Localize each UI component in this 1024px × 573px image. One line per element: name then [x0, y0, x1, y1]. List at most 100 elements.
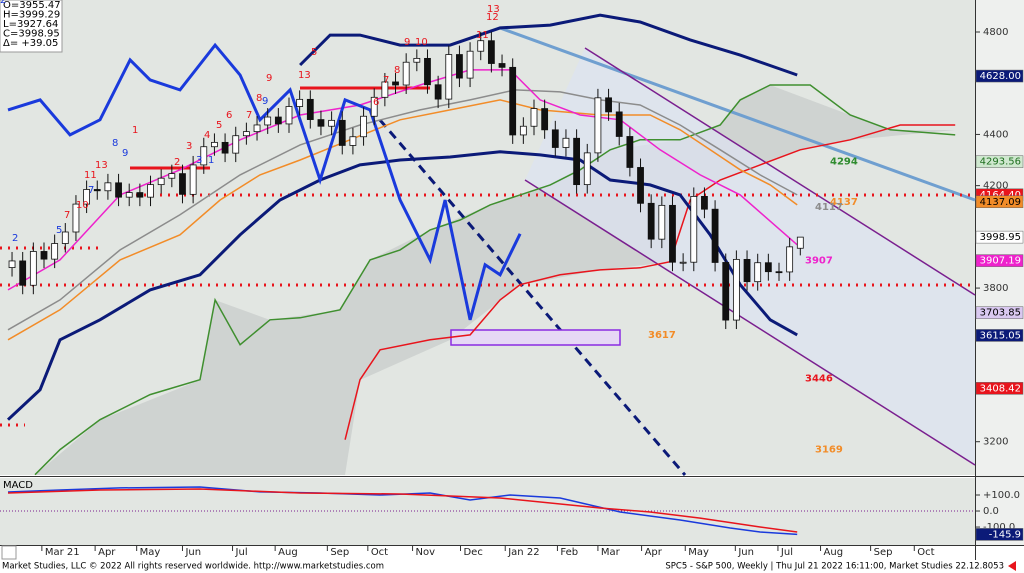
- candle-body: [264, 116, 272, 126]
- candle-body: [626, 136, 634, 168]
- candle-body: [434, 84, 442, 100]
- ohlc-box: O=3955.47H=3999.29L=3927.64C=3998.95Δ= +…: [3, 0, 61, 49]
- count-label: 1: [208, 155, 214, 166]
- candle-body: [445, 54, 453, 100]
- candle-body: [743, 258, 751, 283]
- count-label: 7: [246, 110, 252, 121]
- channel-fill: [525, 48, 975, 465]
- count-label: 13: [298, 70, 311, 81]
- x-tick-label: Feb: [560, 547, 578, 558]
- count-label: 6: [373, 97, 379, 108]
- candle-body: [232, 135, 240, 154]
- candle-body: [519, 125, 527, 136]
- x-tick-label: Sep: [874, 547, 893, 558]
- x-tick-label: Jul: [780, 547, 793, 558]
- candle-body: [285, 106, 293, 125]
- y-tick-label: 4400: [983, 129, 1008, 140]
- candle-body: [413, 57, 421, 63]
- level-annotation: 3907: [805, 256, 833, 267]
- dashed-trend: [378, 119, 687, 476]
- price-box-label: 3998.95: [980, 232, 1021, 243]
- candle-body: [679, 261, 687, 264]
- candle-body: [147, 184, 154, 198]
- candle-body: [456, 54, 463, 79]
- x-tick-label: Apr: [645, 547, 663, 558]
- count-label: 2: [12, 233, 18, 244]
- indicator-line: [299, 13, 798, 77]
- candle-body: [221, 141, 229, 154]
- candle-body: [253, 124, 261, 133]
- candle-body: [775, 271, 783, 274]
- y-tick-label: 3200: [983, 437, 1008, 448]
- level-annotation: 3617: [648, 330, 676, 341]
- candle-body: [786, 246, 794, 273]
- price-box: [975, 382, 1024, 395]
- candle-body: [754, 262, 762, 283]
- x-tick-label: Oct: [371, 547, 388, 558]
- level-annotation: 3446: [805, 374, 833, 385]
- candle-body: [509, 66, 517, 136]
- candle-body: [615, 111, 623, 137]
- x-tick-label: Sep: [330, 547, 349, 558]
- trend-line: [499, 26, 976, 202]
- price-axis-bg: [975, 0, 1024, 545]
- candle-body: [605, 97, 612, 113]
- indicator-line: [34, 84, 956, 476]
- candle-body: [200, 146, 208, 166]
- candle-body: [466, 50, 474, 79]
- count-label: 3: [196, 155, 202, 166]
- price-box: [975, 254, 1024, 267]
- count-label: 11: [476, 30, 489, 41]
- channel-line: [584, 47, 976, 296]
- candle-body: [381, 81, 389, 98]
- candle-body: [40, 251, 48, 260]
- price-box: [975, 195, 1024, 209]
- count-label: 13: [487, 4, 500, 15]
- x-tick-label: Aug: [824, 547, 844, 558]
- price-box-label: -145.9: [989, 529, 1021, 540]
- ohlc-text: Δ= +39.05: [3, 38, 58, 49]
- y-tick-label: +100.0: [983, 490, 1020, 501]
- x-tick-label: Oct: [917, 547, 934, 558]
- candle-body: [424, 57, 431, 86]
- x-tick-label: Jun: [737, 547, 754, 558]
- candle-body: [573, 137, 581, 186]
- candle-body: [360, 115, 367, 138]
- scroll-arrow[interactable]: [1008, 561, 1016, 571]
- footer-right: SPC5 - S&P 500, Weekly | Thu Jul 21 2022…: [665, 562, 1004, 572]
- price-box-label: 4137.09: [980, 197, 1021, 208]
- candle-body: [328, 119, 336, 127]
- candle-body: [562, 137, 570, 148]
- candle-body: [83, 189, 91, 205]
- candle-body: [125, 192, 133, 198]
- candle-body: [732, 258, 740, 321]
- candle-body: [637, 167, 644, 204]
- candle-body: [211, 141, 218, 148]
- candle-body: [690, 196, 698, 263]
- x-tick-label: May: [688, 547, 709, 558]
- candle-body: [29, 251, 37, 286]
- candle-body: [370, 96, 378, 117]
- candle-body: [189, 164, 197, 195]
- cloud-fill: [35, 85, 955, 475]
- candle-body: [242, 131, 250, 137]
- candle-body: [392, 81, 399, 86]
- price-box-label: 3703.85: [980, 308, 1021, 319]
- candle-body: [157, 177, 165, 186]
- count-label: 9: [266, 73, 272, 84]
- x-tick-label: Aug: [278, 547, 298, 558]
- candle-body: [658, 204, 666, 240]
- count-label: 5: [311, 47, 317, 58]
- candle-body: [136, 192, 144, 198]
- count-label: 5: [56, 225, 62, 236]
- candle-body: [647, 202, 655, 240]
- y-tick-label: 4800: [983, 27, 1008, 38]
- x-tick-label: Jul: [235, 547, 248, 558]
- corner-button[interactable]: [1, 545, 17, 560]
- candle-body: [669, 204, 676, 263]
- level-annotation: 4137: [830, 197, 858, 208]
- count-label: 9: [404, 37, 410, 48]
- candle-body: [477, 40, 485, 52]
- count-label: 8: [112, 138, 118, 149]
- price-box: [975, 69, 1024, 83]
